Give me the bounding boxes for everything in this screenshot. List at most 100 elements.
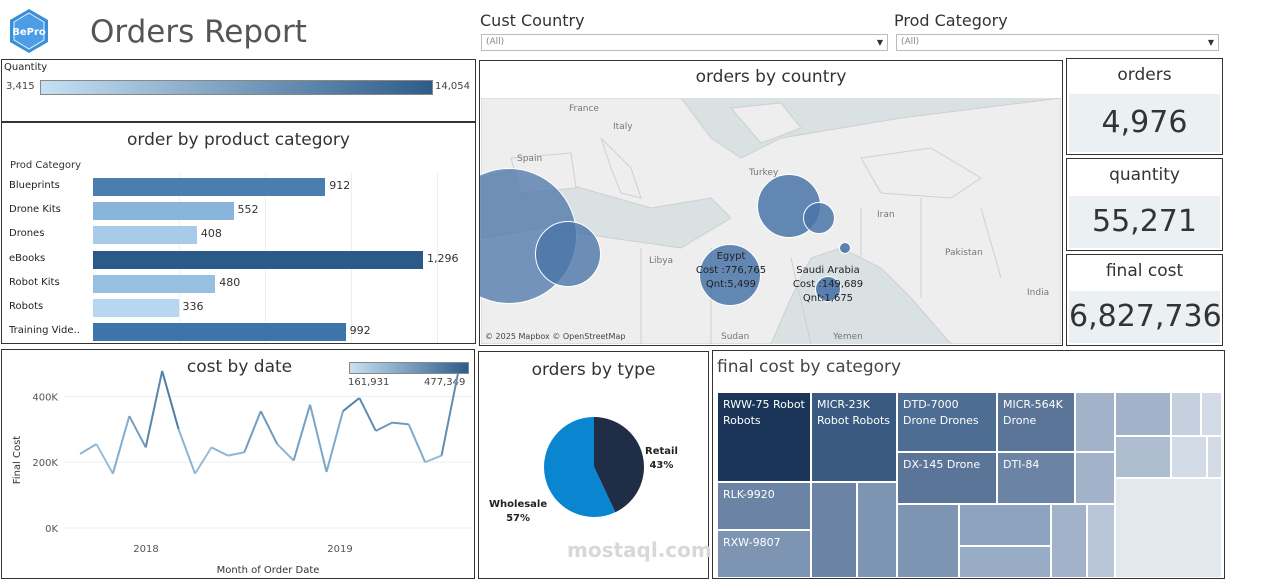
map-attribution[interactable]: © 2025 Mapbox © OpenStreetMap (485, 332, 626, 341)
map-label-pakistan: Pakistan (945, 248, 983, 258)
logo-text: BePro (12, 27, 46, 38)
pie-slice-wholesale[interactable] (544, 417, 616, 517)
category-bar-value: 408 (200, 227, 222, 241)
egypt-name: Egypt (716, 251, 746, 262)
treemap-cell-small-12[interactable] (1201, 392, 1222, 436)
treemap-cell-small-4[interactable] (857, 482, 897, 578)
cost-xtick: 2018 (133, 544, 158, 555)
bubble-egypt[interactable] (699, 244, 761, 306)
cust-country-dropdown[interactable]: (All) ▼ (481, 34, 888, 51)
cost-line-segment[interactable] (259, 410, 279, 445)
cost-ytick: 0K (45, 524, 58, 535)
cost-line-segment[interactable] (424, 454, 442, 464)
cost-legend-max: 477,349 (424, 377, 466, 388)
category-axis-header: Prod Category (10, 160, 82, 171)
map-area[interactable]: France Spain Italy Turkey Iran Libya Pak… (480, 97, 1062, 345)
cost-line-segment[interactable] (211, 446, 229, 457)
wholesale-pct: 57% (506, 513, 531, 524)
cost-line-segment[interactable] (276, 443, 295, 462)
kpi-final-cost-label: final cost (1105, 261, 1184, 281)
treemap-cell-small-2[interactable] (1075, 452, 1115, 504)
prod-category-dropdown[interactable]: (All) ▼ (896, 34, 1219, 51)
treemap-cell-dti84[interactable]: DTI-84 (997, 452, 1075, 504)
category-bar[interactable] (93, 250, 423, 269)
treemap-cell-dx145[interactable]: DX-145 Drone (897, 452, 997, 504)
type-pie-chart[interactable] (479, 352, 708, 578)
treemap-cell-rww75[interactable]: RWW-75 Robot Robots (717, 392, 811, 482)
treemap-cell-dtd7000[interactable]: DTD-7000 Drone Drones (897, 392, 997, 452)
cost-line-segment[interactable] (95, 443, 114, 475)
cost-line-segment[interactable] (161, 370, 180, 430)
treemap-cell-small-7[interactable] (959, 546, 1051, 578)
kpi-quantity: quantity 55,271 (1066, 158, 1223, 251)
map-label-italy: Italy (613, 122, 633, 132)
map-label-france: France (569, 104, 599, 114)
treemap-cell-small-10[interactable] (1115, 392, 1171, 436)
cost-line-segment[interactable] (407, 423, 427, 463)
category-bar-label: Blueprints (9, 180, 60, 191)
category-bar-value: 480 (219, 275, 241, 289)
category-chart-panel: order by product category Prod Category … (1, 122, 476, 344)
cost-line-segment[interactable] (144, 370, 164, 448)
cost-line-chart[interactable]: 0K 200K 400K 2018 2019 Month of Order Date Fin… (2, 350, 474, 578)
cost-line-segment[interactable] (111, 415, 131, 474)
category-bar-label: Robot Kits (9, 276, 60, 288)
saudi-qnt: Qnt:1,675 (802, 293, 854, 304)
saudi-cost: Cost :149,689 (792, 279, 864, 290)
category-bar[interactable] (93, 178, 326, 196)
cost-line-segment[interactable] (325, 410, 344, 473)
category-chart-title: order by product category (127, 130, 350, 150)
cost-line-segment[interactable] (392, 421, 409, 426)
cost-line-segment[interactable] (440, 373, 459, 456)
pie-slice-retail[interactable] (594, 417, 644, 513)
treemap-cell-small-6[interactable] (959, 504, 1051, 546)
treemap-cell-small-11[interactable] (1171, 392, 1201, 436)
treemap-cell-small-16[interactable] (1115, 478, 1222, 578)
egypt-qnt: Qnt:5,499 (705, 279, 757, 290)
category-bar-row: Drones 408 (3, 224, 473, 245)
bubble-saudi-arabia[interactable] (815, 276, 841, 302)
cost-line-segment[interactable] (79, 443, 97, 455)
treemap-cell-small-9[interactable] (1087, 504, 1115, 578)
treemap-cell-small-13[interactable] (1115, 436, 1171, 478)
cost-line-segment[interactable] (227, 451, 245, 457)
retail-label: Retail 43% (645, 445, 678, 473)
cost-line-segment[interactable] (177, 428, 196, 475)
treemap-cell-small-15[interactable] (1207, 436, 1222, 478)
treemap-cell-small-8[interactable] (1051, 504, 1087, 578)
treemap-panel: final cost by category RWW-75 Robot Robo… (712, 350, 1225, 579)
category-bar[interactable] (93, 226, 197, 245)
category-bar[interactable] (93, 274, 216, 293)
cust-country-label: Cust Country (480, 11, 585, 30)
cost-line-segment[interactable] (358, 397, 377, 432)
treemap-cell-small-3[interactable] (811, 482, 857, 578)
kpi-final-cost: final cost 6,827,736 (1066, 254, 1223, 346)
retail-pct: 43% (649, 460, 674, 471)
treemap-cell-small-5[interactable] (897, 504, 959, 578)
category-bar[interactable] (93, 299, 179, 317)
cost-line-segment[interactable] (309, 404, 328, 473)
bubble-iraq[interactable] (803, 202, 835, 234)
treemap-cell-small-1[interactable] (1075, 392, 1115, 452)
bubble-algeria[interactable] (535, 221, 601, 287)
map-title: orders by country (695, 67, 847, 87)
cost-xlabel: Month of Order Date (217, 565, 320, 576)
cost-line-segment[interactable] (243, 410, 262, 453)
cost-chart-panel: cost by date 161,931 477,349 0K 200K 400K 2… (1, 349, 475, 579)
cost-line-segment[interactable] (342, 397, 361, 412)
treemap-cell-micr564k[interactable]: MICR-564K Drone (997, 392, 1075, 452)
cost-line-segment[interactable] (292, 404, 312, 461)
treemap-cell-small-14[interactable] (1171, 436, 1207, 478)
category-bar-value: 1,296 (427, 251, 459, 265)
treemap-cell-micr23k[interactable]: MICR-23K Robot Robots (811, 392, 897, 482)
cost-line-segment[interactable] (194, 446, 213, 475)
saudi-name: Saudi Arabia (796, 265, 860, 276)
cost-line-segment[interactable] (128, 415, 147, 448)
category-bar[interactable] (93, 323, 346, 342)
cost-line-segment[interactable] (375, 421, 393, 432)
treemap-cell-rlk9920[interactable]: RLK-9920 (717, 482, 811, 530)
treemap-cell-rxw9807[interactable]: RXW-9807 (717, 530, 811, 578)
category-bar[interactable] (93, 202, 234, 221)
bubble-kuwait[interactable] (839, 242, 851, 254)
category-bar-row: Blueprints 912 (3, 176, 473, 196)
